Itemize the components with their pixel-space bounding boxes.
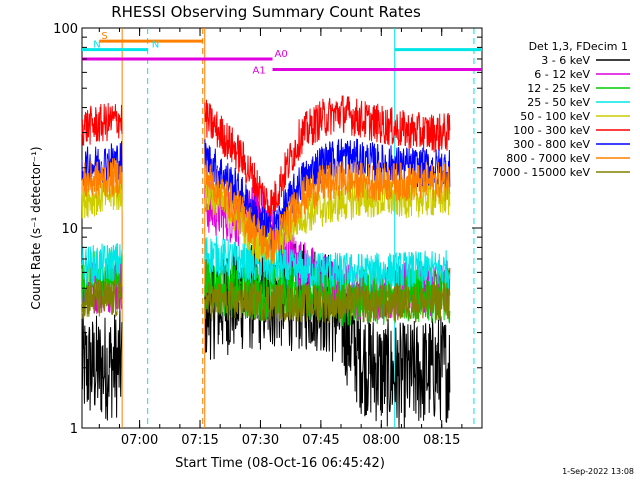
x-tick-label: 08:00 [363,433,400,448]
legend-item-label: 3 - 6 keV [541,54,590,67]
x-tick-label: 08:15 [423,433,460,448]
x-tick-label: 07:30 [242,433,279,448]
x-tick-label: 07:00 [121,433,158,448]
x-axis-label: Start Time (08-Oct-16 06:45:42) [175,456,385,471]
marker-n-label: N [93,40,100,51]
legend-item-label: 50 - 100 keV [520,110,590,123]
y-tick-label: 10 [61,222,78,237]
marker-a1-label: A1 [253,66,266,77]
axes: 07:00 07:15 07:30 07:45 08:00 08:15 1 10 100 [53,22,483,448]
series-line [81,236,451,292]
y-tick-label: 1 [70,422,78,437]
legend-item-label: 300 - 800 keV [513,138,590,151]
legend-item-label: 7000 - 15000 keV [492,166,590,179]
series-line [81,95,451,223]
marker-a0-label: A0 [275,49,288,60]
legend-item-label: 25 - 50 keV [527,96,590,109]
chart-title: RHESSI Observing Summary Count Rates [111,3,421,21]
series-lines [81,95,451,429]
series-line [81,158,451,266]
legend-title: Det 1,3, FDecim 1 [529,40,628,53]
marker-n-label: N [152,40,159,51]
x-tick-label: 07:45 [302,433,339,448]
legend-item-label: 100 - 300 keV [513,124,590,137]
y-tick-label: 100 [53,22,78,37]
series-line [81,279,451,324]
legend-item-label: 800 - 7000 keV [506,152,590,165]
y-axis-label: Count Rate (s⁻¹ detector⁻¹) [29,146,43,309]
marker-s-label: S [101,31,107,42]
footer-timestamp: 1-Sep-2022 13:08 [562,467,634,476]
x-tick-label: 07:15 [181,433,218,448]
legend-item-label: 12 - 25 keV [527,82,590,95]
legend-item-label: 6 - 12 keV [534,68,590,81]
